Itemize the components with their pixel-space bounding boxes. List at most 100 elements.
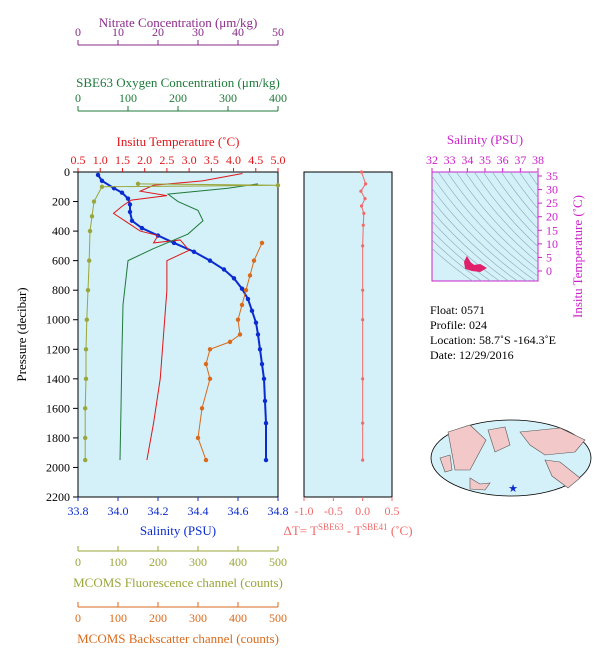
salinity-data-point (171, 240, 177, 246)
ts-temp-tick-label: 35 (546, 169, 558, 183)
salinity-data-point (257, 347, 263, 352)
backscatter-data-point (239, 302, 245, 308)
pressure-tick-label: 1600 (46, 401, 70, 415)
temperature-axis-label: Insitu Temperature (˚C) (116, 134, 239, 149)
fluorescence-data-point (99, 184, 105, 189)
delta_t-data-point (361, 244, 365, 248)
map-landmass (447, 424, 487, 471)
fluorescence-data-point (85, 287, 91, 293)
fluorescence-tick-label: 500 (269, 555, 287, 569)
backscatter-data-point (251, 258, 257, 263)
salinity-data-point (119, 190, 125, 195)
ts-salinity-tick-label: 34 (461, 153, 473, 167)
ts-temp-tick-label: 30 (546, 183, 558, 197)
salinity-tick-label: 34.0 (108, 504, 129, 518)
ts-data-cluster (463, 255, 487, 273)
salinity-data-point (245, 296, 251, 302)
pressure-tick-label: 600 (52, 254, 70, 268)
fluorescence-tick-label: 100 (109, 555, 127, 569)
backscatter-data-point (235, 317, 241, 322)
temperature-tick-label: 2.5 (159, 153, 174, 167)
backscatter-data-point (207, 376, 213, 382)
delta_t-data-point (359, 204, 364, 208)
ts-salinity-tick-label: 36 (497, 153, 509, 167)
backscatter-tick-label: 0 (75, 611, 81, 625)
pressure-tick-label: 2000 (46, 460, 70, 474)
oxygen-tick-label: 0 (75, 91, 81, 105)
temperature-tick-label: 3.5 (204, 153, 219, 167)
ts-temp-axis-label: Insitu Temperature (˚C) (570, 195, 585, 318)
delta-t-tick-label: -1.0 (295, 504, 314, 518)
fluorescence-data-point (84, 317, 90, 322)
salinity-data-point (207, 258, 213, 263)
delta_t-data-point (361, 377, 365, 381)
ts-salinity-tick-label: 38 (532, 153, 544, 167)
fluorescence-tick-label: 200 (149, 555, 167, 569)
isopycnal-line (437, 172, 538, 277)
delta-t-plot-area (303, 171, 393, 498)
map-landmass (487, 426, 511, 453)
isopycnal-line (455, 172, 538, 263)
delta-t-tick-label: 0.5 (385, 504, 400, 518)
temperature-tick-label: 2.0 (137, 153, 152, 167)
delta_t-data-point (359, 189, 363, 193)
fluorescence-data-point (91, 199, 97, 204)
temperature-tick-label: 0.5 (71, 153, 86, 167)
salinity-data-point (259, 361, 265, 367)
delta_t-data-point (363, 196, 367, 201)
pressure-axis-label: Pressure (decibar) (14, 287, 29, 381)
nitrate-tick-label: 20 (152, 25, 164, 39)
salinity-data-point (255, 332, 261, 337)
backscatter-data-point (227, 339, 233, 345)
backscatter-tick-label: 500 (269, 611, 287, 625)
delta_t-data-point (362, 211, 366, 215)
fluorescence-data-point (83, 347, 89, 352)
salinity-tick-label: 34.2 (148, 504, 169, 518)
salinity-data-point (231, 276, 237, 281)
temperature-tick-label: 1.5 (115, 153, 130, 167)
delta_t-data-point (361, 421, 365, 425)
backscatter-profile-line (197, 242, 263, 461)
backscatter-data-point (195, 435, 201, 441)
map-landmass (439, 454, 453, 473)
ts-temp-tick-label: 5 (546, 250, 552, 264)
main-plot-area (77, 171, 279, 498)
backscatter-tick-label: 100 (109, 611, 127, 625)
ts-temp-tick-label: 25 (546, 196, 558, 210)
nitrate-tick-label: 40 (232, 25, 244, 39)
ts-salinity-tick-label: 32 (426, 153, 438, 167)
pressure-tick-label: 1800 (46, 431, 70, 445)
isopycnal-line (432, 199, 519, 281)
ts-salinity-tick-label: 35 (479, 153, 491, 167)
fluorescence-data-point (83, 435, 88, 441)
salinity-data-point (127, 202, 133, 207)
ts-temp-tick-label: 15 (546, 223, 558, 237)
ts-temp-tick-label: 10 (546, 237, 558, 251)
salinity-data-point (221, 267, 227, 272)
map-landmass (544, 459, 581, 489)
delta-t-axis-label: ΔT= TSBE63 - TSBE41 (˚C) (283, 522, 412, 538)
nitrate-tick-label: 30 (192, 25, 204, 39)
isopycnal-line (432, 239, 483, 281)
backscatter-data-point (199, 406, 205, 411)
salinity-data-point (139, 225, 145, 231)
backscatter-data-point (203, 457, 209, 463)
temperature-tick-label: 4.5 (248, 153, 263, 167)
salinity-tick-label: 33.8 (68, 504, 89, 518)
salinity-data-point (261, 376, 267, 382)
ts-temp-tick-label: 0 (546, 264, 552, 278)
salinity-data-point (95, 172, 101, 178)
fluorescence-data-point (275, 183, 281, 188)
fluorescence-tick-label: 300 (189, 555, 207, 569)
isopycnal-line (432, 175, 537, 281)
float-info: Float: 0571 Profile: 024 Location: 58.7˚… (430, 303, 556, 363)
pressure-tick-label: 1200 (46, 342, 70, 356)
isopycnal-line (432, 220, 501, 281)
salinity-data-point (127, 209, 133, 215)
isopycnal-line (473, 172, 538, 247)
pressure-tick-label: 400 (52, 224, 70, 238)
pressure-tick-label: 800 (52, 283, 70, 297)
salinity-data-point (129, 218, 135, 223)
backscatter-data-point (247, 273, 253, 278)
date: Date: 12/29/2016 (430, 348, 514, 362)
